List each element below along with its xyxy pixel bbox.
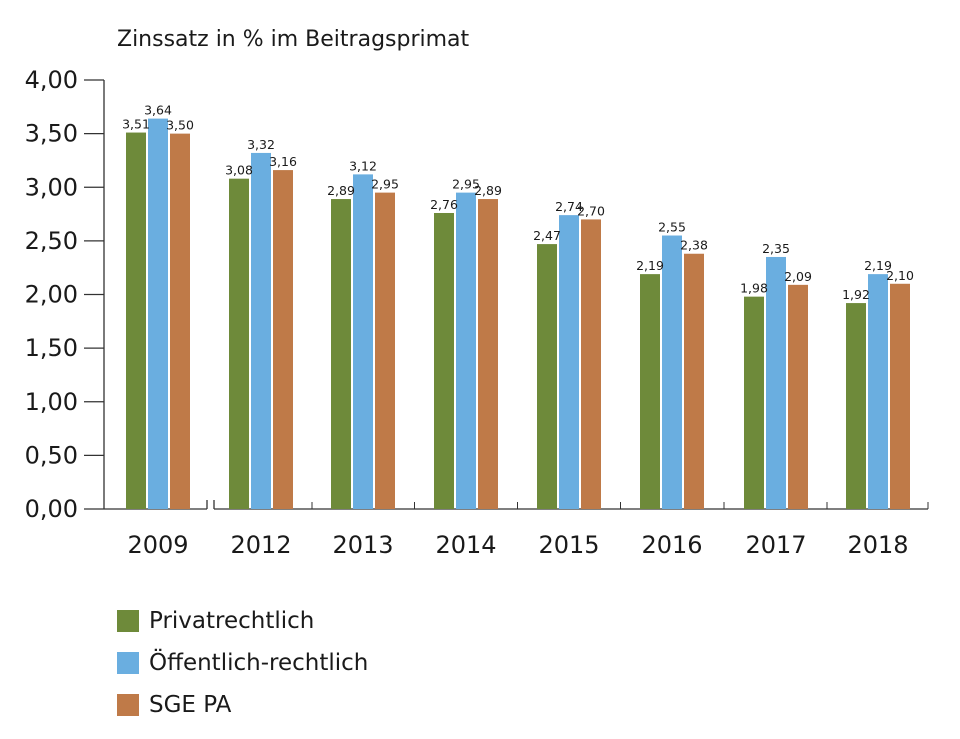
data-label: 2,95 [452, 177, 480, 192]
data-label: 2,89 [327, 183, 355, 198]
data-labels: 3,513,643,50 3,08 3,32 3,16 2,89 3,12 2,95 2,76… [122, 103, 914, 302]
x-tick-label: 2012 [230, 531, 291, 559]
data-label: 2,47 [533, 228, 561, 243]
bar [684, 253, 704, 509]
legend: Privatrechtlich Öffentlich-rechtlich SGE… [117, 600, 368, 726]
legend-label: SGE PA [149, 692, 232, 718]
bar [148, 118, 168, 510]
x-tick-label: 2013 [332, 531, 393, 559]
data-label: 2,89 [474, 183, 502, 198]
legend-swatch [117, 652, 139, 674]
data-label: 3,51 [122, 117, 150, 132]
legend-swatch [117, 694, 139, 716]
data-label: 3,50 [166, 118, 194, 133]
y-tick-label: 1,00 [25, 388, 78, 416]
bar [766, 256, 786, 509]
bar [890, 283, 910, 509]
bar [581, 219, 601, 510]
data-label: 1,98 [740, 281, 768, 296]
bars [126, 118, 910, 510]
bar [537, 244, 557, 509]
y-tick-label: 2,00 [25, 281, 78, 309]
data-label: 2,95 [371, 177, 399, 192]
bar [170, 133, 190, 509]
bar [375, 192, 395, 510]
data-label: 3,16 [269, 154, 297, 169]
y-tick-label: 1,50 [25, 334, 78, 362]
x-tick-label: 2015 [538, 531, 599, 559]
y-tick-label: 0,00 [25, 495, 78, 523]
x-axis-ticks: 2009 2012 2013 2014 2015 2016 2017 2018 [127, 531, 908, 559]
x-tick-label: 2017 [745, 531, 806, 559]
legend-item-privatrechtlich: Privatrechtlich [117, 600, 368, 642]
bar [478, 199, 498, 510]
data-label: 2,35 [762, 241, 790, 256]
bar [868, 274, 888, 509]
data-label: 3,64 [144, 103, 172, 118]
data-label: 2,10 [886, 268, 914, 283]
legend-label: Privatrechtlich [149, 608, 315, 634]
bar [662, 235, 682, 509]
data-label: 2,19 [636, 258, 664, 273]
data-label: 2,09 [784, 269, 812, 284]
legend-swatch [117, 610, 139, 632]
data-label: 3,08 [225, 163, 253, 178]
data-label: 2,19 [864, 258, 892, 273]
legend-item-sge-pa: SGE PA [117, 684, 368, 726]
bar [273, 170, 293, 509]
bar [640, 274, 660, 509]
x-tick-label: 2014 [435, 531, 496, 559]
data-label: 3,12 [349, 158, 377, 173]
y-axis-ticks: 0,00 0,50 1,00 1,50 2,00 2,50 3,00 3,50 4,00 [25, 66, 104, 523]
bar [434, 212, 454, 510]
bar [846, 303, 866, 509]
bar [744, 296, 764, 509]
chart-title: Zinssatz in % im Beitragsprimat [117, 27, 470, 52]
x-tick-label: 2016 [641, 531, 702, 559]
data-label: 2,70 [577, 203, 605, 218]
bar [456, 192, 476, 510]
bar [229, 178, 249, 510]
data-label: 2,74 [555, 199, 583, 214]
bar [251, 152, 271, 509]
y-tick-label: 3,50 [25, 120, 78, 148]
data-label: 2,76 [430, 197, 458, 212]
bar [331, 199, 351, 510]
x-tick-label: 2009 [127, 531, 188, 559]
data-label: 1,92 [842, 287, 870, 302]
bar [353, 174, 373, 509]
bar [788, 284, 808, 509]
y-tick-label: 2,50 [25, 227, 78, 255]
x-tick-label: 2018 [847, 531, 908, 559]
legend-label: Öffentlich-rechtlich [149, 650, 369, 676]
bar [126, 132, 146, 510]
y-tick-label: 3,00 [25, 173, 78, 201]
y-tick-label: 0,50 [25, 441, 78, 469]
legend-item-oeffentlich-rechtlich: Öffentlich-rechtlich [117, 642, 368, 684]
data-label: 2,55 [658, 220, 686, 235]
y-tick-label: 4,00 [25, 66, 78, 94]
data-label: 3,32 [247, 137, 275, 152]
bar [559, 215, 579, 509]
data-label: 2,38 [680, 238, 708, 253]
